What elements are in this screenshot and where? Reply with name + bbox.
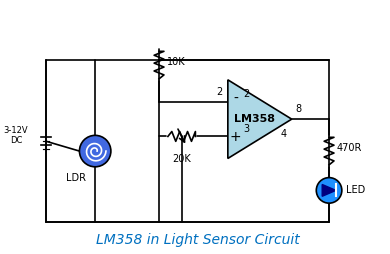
- Text: LDR: LDR: [66, 173, 85, 183]
- Text: LM358: LM358: [234, 114, 275, 124]
- Text: 470R: 470R: [337, 143, 362, 153]
- Text: 20K: 20K: [172, 154, 191, 164]
- Text: 10K: 10K: [167, 57, 186, 67]
- Text: 8: 8: [296, 104, 302, 114]
- Text: LED: LED: [346, 185, 365, 195]
- Text: 2: 2: [217, 87, 223, 97]
- Polygon shape: [322, 184, 336, 196]
- Text: 4: 4: [281, 129, 287, 139]
- Text: LM358 in Light Sensor Circuit: LM358 in Light Sensor Circuit: [96, 233, 300, 247]
- Text: -: -: [233, 92, 238, 106]
- Text: +: +: [230, 130, 241, 145]
- Text: 2: 2: [244, 89, 250, 99]
- Text: 3: 3: [244, 124, 250, 134]
- Circle shape: [316, 178, 342, 203]
- Text: 3-12V
DC: 3-12V DC: [4, 126, 28, 145]
- Polygon shape: [228, 80, 292, 158]
- Circle shape: [80, 135, 111, 167]
